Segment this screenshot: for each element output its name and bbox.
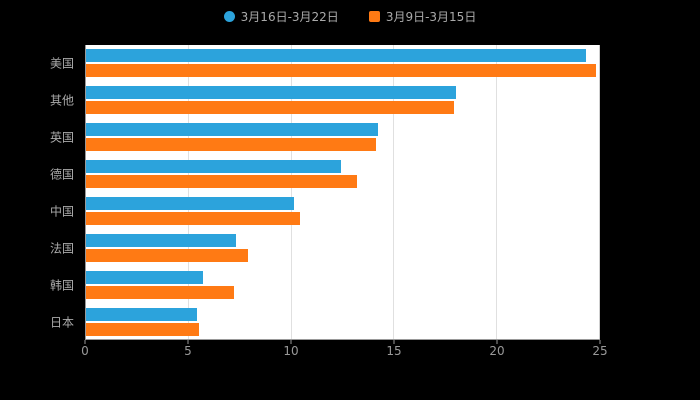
category-label: 韩国	[49, 278, 74, 293]
x-tick-label: 10	[283, 344, 299, 358]
x-tick-mark	[496, 340, 498, 344]
bar-group	[86, 82, 600, 119]
x-tick-label: 0	[81, 344, 89, 358]
category-label: 其他	[49, 93, 74, 108]
category-label: 中国	[49, 204, 74, 219]
bar-3月9日-3月15日-德国[interactable]	[86, 175, 358, 189]
bar-group	[86, 303, 600, 340]
legend-item-week2[interactable]: 3月16日-3月22日	[223, 8, 339, 25]
bar-3月9日-3月15日-美国[interactable]	[86, 64, 596, 78]
category-label: 英国	[49, 130, 74, 145]
gridline	[290, 45, 292, 339]
gridline	[187, 45, 189, 339]
x-tick-mark	[599, 340, 601, 344]
legend-marker-orange-icon	[368, 11, 380, 22]
bar-3月9日-3月15日-日本[interactable]	[86, 322, 200, 336]
x-tick-label: 15	[386, 344, 402, 358]
bar-group	[86, 156, 600, 193]
gridline	[393, 45, 395, 339]
bar-3月16日-3月22日-日本[interactable]	[86, 307, 198, 321]
bar-3月16日-3月22日-法国[interactable]	[86, 233, 237, 247]
x-tick-label: 5	[184, 344, 192, 358]
legend-marker-blue-icon	[223, 11, 235, 22]
legend: 3月16日-3月22日 3月9日-3月15日	[0, 8, 700, 25]
bar-3月9日-3月15日-其他[interactable]	[86, 101, 455, 115]
category-label: 日本	[49, 315, 74, 330]
category-label: 法国	[49, 241, 74, 256]
bar-3月16日-3月22日-德国[interactable]	[86, 160, 341, 174]
bar-group	[86, 193, 600, 230]
plot-area	[85, 45, 600, 340]
x-tick-mark	[290, 340, 292, 344]
x-tick-mark	[84, 340, 86, 344]
y-axis-labels: 美国其他英国德国中国法国韩国日本	[0, 45, 80, 340]
x-tick-label: 20	[489, 344, 505, 358]
x-tick-mark	[393, 340, 395, 344]
bar-3月9日-3月15日-英国[interactable]	[86, 138, 376, 152]
category-label: 德国	[49, 167, 74, 182]
bar-group	[86, 119, 600, 156]
bar-group	[86, 45, 600, 82]
bar-3月9日-3月15日-中国[interactable]	[86, 211, 300, 225]
gridline	[599, 45, 600, 339]
legend-label-week2: 3月16日-3月22日	[240, 10, 339, 24]
bar-3月16日-3月22日-中国[interactable]	[86, 196, 294, 210]
bar-3月16日-3月22日-英国[interactable]	[86, 123, 378, 137]
bar-group	[86, 266, 600, 303]
x-axis-labels: 0 5 10 15 20 25	[81, 340, 608, 360]
bar-3月16日-3月22日-韩国[interactable]	[86, 270, 204, 284]
bar-3月9日-3月15日-韩国[interactable]	[86, 285, 235, 299]
gridline	[496, 45, 498, 339]
bar-group	[86, 229, 600, 266]
legend-item-week1[interactable]: 3月9日-3月15日	[368, 8, 477, 25]
x-tick-mark	[187, 340, 189, 344]
bar-3月9日-3月15日-法国[interactable]	[86, 248, 249, 262]
x-tick-label: 25	[592, 344, 608, 358]
legend-label-week1: 3月9日-3月15日	[385, 10, 477, 24]
bar-3月16日-3月22日-美国[interactable]	[86, 49, 586, 63]
category-label: 美国	[49, 56, 74, 71]
bar-3月16日-3月22日-其他[interactable]	[86, 86, 457, 100]
